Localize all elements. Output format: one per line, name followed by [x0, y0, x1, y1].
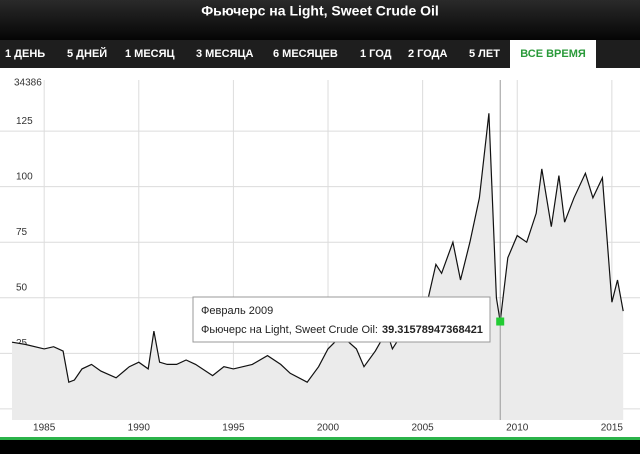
tab[interactable]: 5 ЛЕТ — [469, 48, 500, 60]
tooltip-marker — [496, 317, 505, 326]
tooltip-box — [192, 296, 491, 343]
area — [12, 113, 624, 421]
y-tick-label: 125 — [16, 116, 33, 127]
x-tick-label: 2005 — [412, 423, 435, 434]
x-tick-label: 1985 — [33, 423, 56, 434]
bottom-line — [0, 437, 640, 440]
tab[interactable]: 1 МЕСЯЦ — [125, 48, 175, 60]
tab[interactable]: ВСЕ ВРЕМЯ — [520, 48, 586, 60]
header — [0, 0, 640, 40]
line — [11, 113, 624, 384]
y-tick-label: 50 — [16, 282, 28, 293]
tab[interactable]: 1 ДЕНЬ — [5, 48, 45, 60]
tab-selected-bg[interactable] — [510, 40, 596, 68]
tooltip-title: Февраль 2009 — [201, 305, 273, 317]
x-tick-label: 2015 — [601, 423, 624, 434]
x-tick-label: 2010 — [506, 423, 529, 434]
tab[interactable]: 3 МЕСЯЦА — [196, 48, 254, 60]
top-label: 34386 — [14, 78, 42, 89]
x-tick-label: 1995 — [222, 423, 245, 434]
tooltip-label: Фьючерс на Light, Sweet Crude Oil: — [201, 324, 378, 336]
y-tick-label: 100 — [16, 171, 33, 182]
y-tick-label: 75 — [16, 227, 28, 238]
header-title: Фьючерс на Light, Sweet Crude Oil — [201, 3, 439, 19]
tooltip-text: Фьючерс на Light, Sweet Crude Oil: 39.315… — [201, 324, 483, 336]
tab[interactable]: 2 ГОДА — [408, 48, 448, 60]
tooltip-value: 39.31578947368421 — [382, 324, 483, 336]
tab[interactable]: 1 ГОД — [360, 48, 392, 60]
tab[interactable]: 6 МЕСЯЦЕВ — [273, 48, 338, 60]
x-tick-label: 2000 — [317, 423, 340, 434]
x-tick-label: 1990 — [128, 423, 151, 434]
tab[interactable]: 5 ДНЕЙ — [67, 47, 107, 60]
